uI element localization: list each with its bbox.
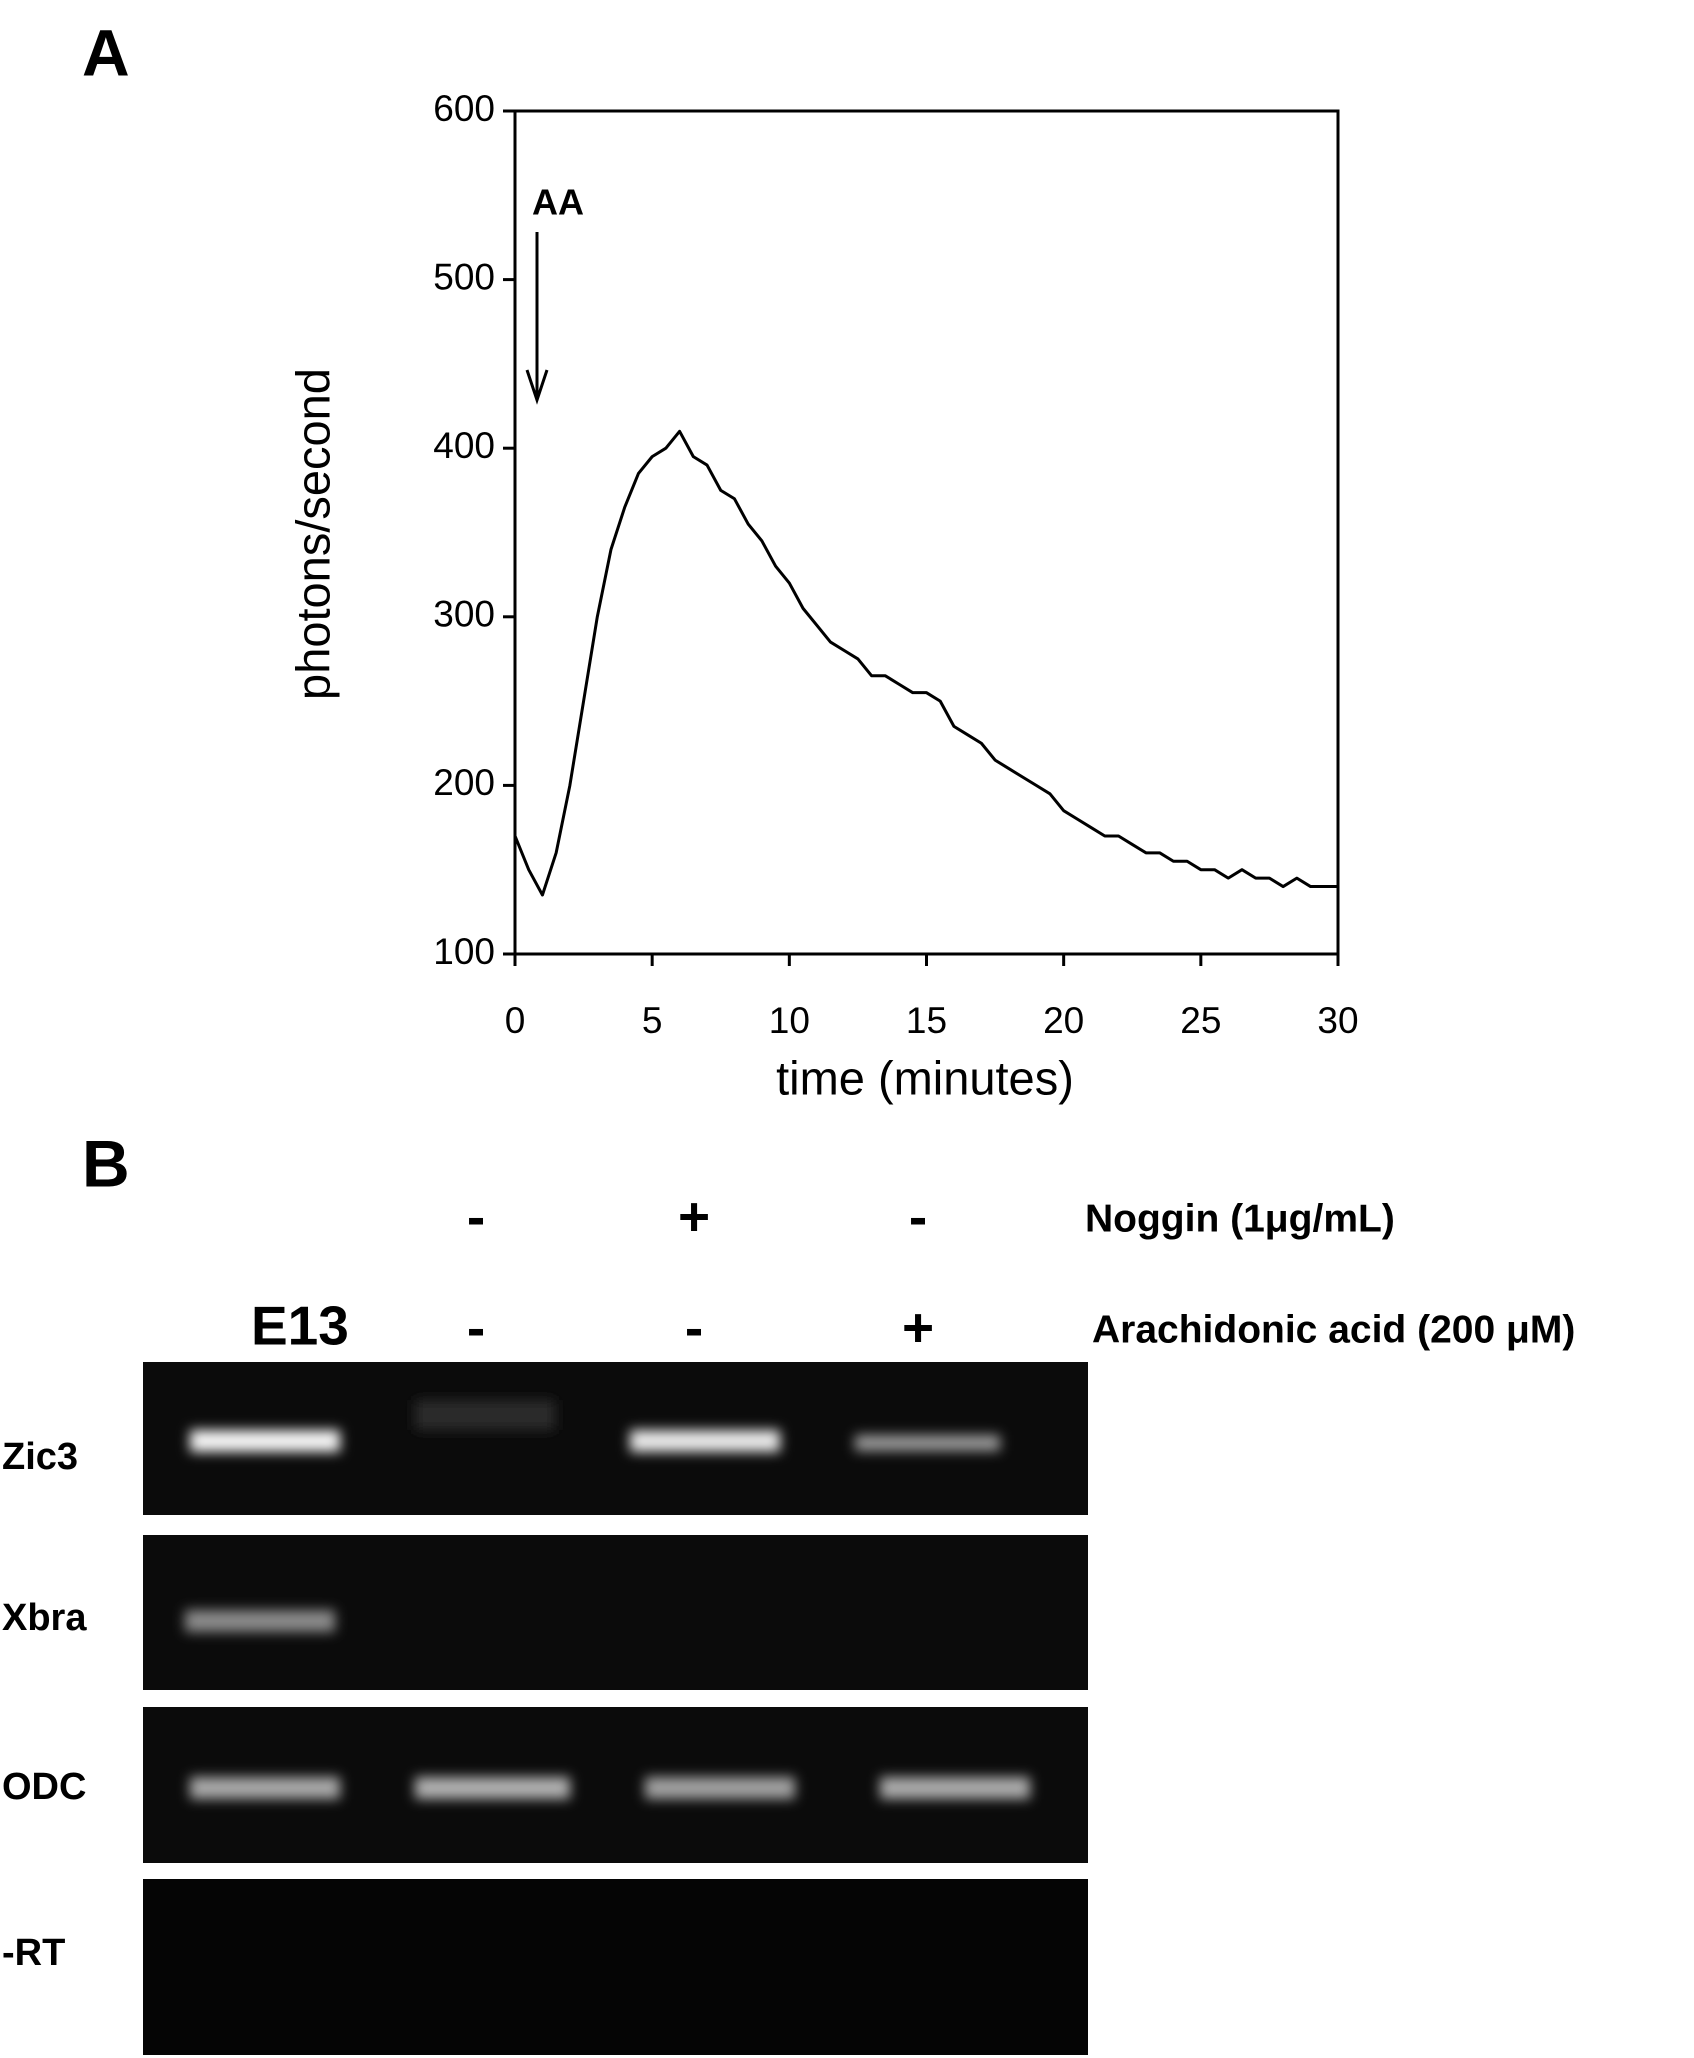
x-axis-title: time (minutes) <box>776 1051 1074 1104</box>
x-tick-label: 15 <box>906 1000 947 1041</box>
lane-header: E13 <box>251 1295 349 1357</box>
y-tick-label: 600 <box>433 88 495 129</box>
y-tick-label: 500 <box>433 256 495 297</box>
x-tick-label: 10 <box>769 1000 810 1041</box>
treatment-label: Arachidonic acid (200 μM) <box>1092 1308 1575 1351</box>
treatment-label: Noggin (1μg/mL) <box>1085 1197 1395 1240</box>
arrow-head <box>525 369 549 405</box>
gel <box>143 1362 1088 2055</box>
y-tick-label: 200 <box>433 762 495 803</box>
panel-label: A <box>82 15 130 89</box>
treatment-sign: - <box>685 1297 703 1359</box>
band <box>415 1400 555 1430</box>
band <box>190 1777 340 1799</box>
panel-label: B <box>82 1126 130 1200</box>
band <box>415 1777 570 1799</box>
band <box>855 1435 1000 1451</box>
x-tick-label: 5 <box>642 1000 663 1041</box>
y-tick-label: 300 <box>433 594 495 635</box>
treatment-sign: - <box>467 1297 485 1359</box>
x-tick-label: 0 <box>505 1000 526 1041</box>
x-tick-label: 30 <box>1317 1000 1358 1041</box>
band <box>880 1777 1030 1799</box>
band <box>645 1777 795 1799</box>
treatment-sign: - <box>909 1186 927 1248</box>
row-label: Zic3 <box>2 1436 78 1478</box>
annotation: AA <box>532 182 584 223</box>
gel-row <box>143 1879 1088 2055</box>
band <box>185 1610 335 1632</box>
plot-frame <box>513 109 1340 956</box>
y-axis-title: photons/second <box>286 368 339 700</box>
treatment-sign: + <box>902 1297 934 1359</box>
band <box>630 1430 780 1452</box>
data-line <box>513 429 1338 897</box>
y-tick-label: 400 <box>433 425 495 466</box>
x-tick-label: 20 <box>1043 1000 1084 1041</box>
x-tick-label: 25 <box>1180 1000 1221 1041</box>
row-label: Xbra <box>2 1597 87 1639</box>
row-label: -RT <box>2 1932 65 1974</box>
treatment-sign: + <box>678 1186 710 1248</box>
row-label: ODC <box>2 1766 86 1808</box>
treatment-sign: - <box>467 1186 485 1248</box>
band <box>190 1430 340 1452</box>
y-tick-label: 100 <box>433 931 495 972</box>
